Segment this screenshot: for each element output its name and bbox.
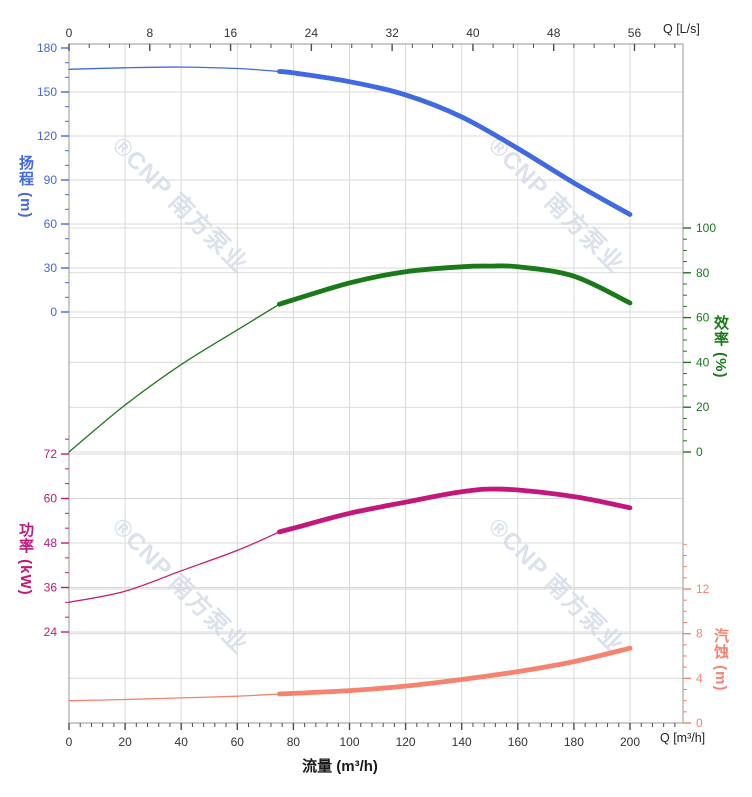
npsh-axis-title: 汽蚀 (m): [712, 628, 729, 692]
tick-label: 48: [44, 536, 58, 550]
tick-label: 60: [231, 735, 245, 749]
efficiency-curve: [277, 263, 633, 307]
power-axis-title: 功率 (kW): [17, 522, 34, 596]
head-curve: [68, 66, 281, 73]
tick-label: 80: [287, 735, 301, 749]
tick-label: 40: [466, 26, 480, 40]
tick-label: 0: [66, 26, 73, 40]
tick-label: 150: [37, 85, 57, 99]
tick-label: 140: [452, 735, 472, 749]
npsh-curve: [277, 645, 633, 697]
npsh-curve: [68, 693, 281, 702]
tick-label: 90: [44, 173, 58, 187]
tick-label: 56: [628, 26, 642, 40]
head-axis-title: 扬程 (m): [17, 155, 34, 219]
top-axis-unit-label: Q [L/s]: [663, 22, 700, 36]
tick-label: 120: [396, 735, 416, 749]
power-curve: [277, 486, 633, 535]
tick-label: 20: [696, 400, 710, 414]
tick-label: 100: [696, 221, 716, 235]
tick-label: 80: [696, 266, 710, 280]
power-curve: [68, 531, 281, 603]
tick-label: 0: [696, 716, 703, 730]
tick-label: 60: [44, 492, 58, 506]
tick-label: 60: [44, 217, 58, 231]
tick-label: 32: [385, 26, 399, 40]
tick-label: 0: [50, 305, 57, 319]
tick-label: 8: [146, 26, 153, 40]
tick-label: 4: [696, 671, 703, 685]
tick-label: 0: [696, 445, 703, 459]
tick-label: 100: [339, 735, 359, 749]
tick-label: 180: [37, 41, 57, 55]
tick-label: 8: [696, 627, 703, 641]
tick-label: 180: [564, 735, 584, 749]
tick-label: 24: [44, 625, 58, 639]
efficiency-curve: [68, 303, 281, 453]
tick-label: 24: [305, 26, 319, 40]
tick-label: 16: [224, 26, 238, 40]
bottom-axis-unit-label: Q [m³/h]: [660, 731, 706, 745]
tick-label: 72: [44, 447, 58, 461]
tick-label: 200: [620, 735, 640, 749]
tick-label: 20: [118, 735, 132, 749]
tick-label: 12: [696, 582, 710, 596]
tick-label: 160: [508, 735, 528, 749]
tick-label: 120: [37, 129, 57, 143]
tick-label: 48: [547, 26, 561, 40]
efficiency-axis-title: 效率 (%): [712, 315, 729, 379]
tick-label: 30: [44, 261, 58, 275]
tick-label: 60: [696, 311, 710, 325]
tick-label: 0: [66, 735, 73, 749]
head-curve: [277, 69, 633, 217]
tick-label: 40: [175, 735, 189, 749]
tick-label: 40: [696, 355, 710, 369]
tick-label: 36: [44, 581, 58, 595]
flow-axis-title: 流量 (m³/h): [302, 758, 378, 775]
